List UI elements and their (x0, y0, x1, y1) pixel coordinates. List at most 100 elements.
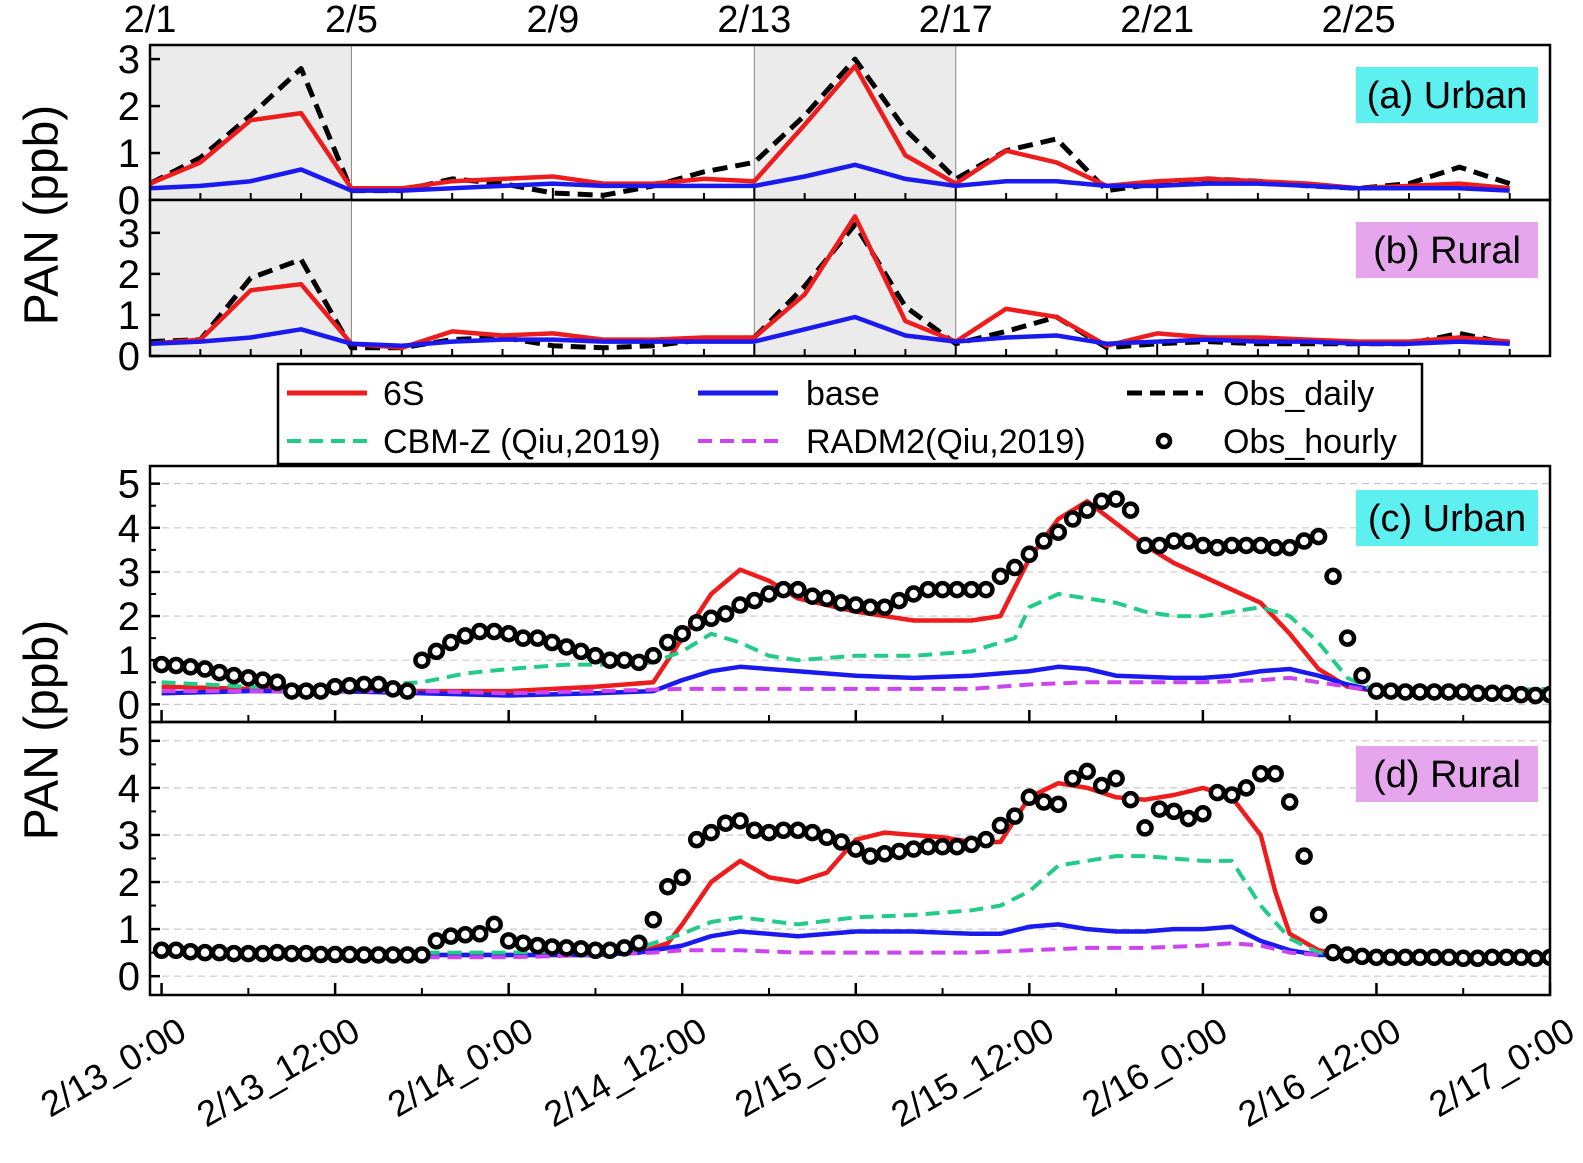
obs-hourly-point (340, 945, 359, 964)
y-tick-label: 0 (118, 179, 140, 223)
obs-hourly-point (1512, 685, 1530, 704)
obs-hourly-point (1063, 510, 1082, 528)
obs-hourly-point (528, 629, 547, 647)
obs-hourly-point (1483, 684, 1501, 703)
obs-hourly-point (369, 675, 388, 694)
series-6s-line (150, 63, 1510, 191)
y-tick-label: 5 (118, 720, 140, 764)
y-tick-label: 2 (118, 85, 140, 129)
obs-hourly-point (1425, 948, 1444, 967)
obs-hourly-point (427, 932, 446, 950)
obs-hourly-point (601, 941, 619, 960)
obs-hourly-point (890, 591, 908, 610)
obs-hourly-point (557, 638, 576, 656)
obs-hourly-point (181, 658, 200, 676)
obs-hourly-point (1367, 682, 1386, 700)
series-layer (150, 214, 1511, 351)
legend-obs-daily-label: Obs_daily (1223, 375, 1374, 413)
series-layer (152, 490, 1550, 705)
obs-hourly-point (1324, 567, 1342, 586)
obs-hourly-point (268, 673, 287, 692)
legend-frame (276, 362, 1424, 466)
series-base-line (150, 314, 1510, 348)
bottom-x-tick-label: 2/17_0:00 (1422, 1009, 1581, 1125)
obs-hourly-point (1353, 666, 1371, 685)
obs-hourly-point (1280, 793, 1299, 811)
top-y-axis-label: PAN (ppb) (16, 105, 69, 326)
obs-hourly-point (326, 945, 344, 964)
obs-hourly-point (1338, 629, 1357, 647)
obs-hourly-point (311, 945, 330, 964)
obs-hourly-point (1324, 943, 1342, 962)
obs-hourly-point (716, 814, 735, 832)
obs-hourly-point (282, 682, 301, 700)
obs-hourly-point (456, 926, 475, 944)
bottom-x-tick-label: 2/14_12:00 (537, 1009, 714, 1135)
obs-hourly-point (1454, 949, 1472, 968)
obs-hourly-point (384, 946, 402, 964)
panel-label-box (1356, 746, 1538, 802)
y-tick-label: 3 (118, 551, 140, 595)
bottom-x-tick-label: 2/14_0:00 (381, 1009, 540, 1125)
obs-hourly-point (644, 910, 663, 929)
obs-hourly-point (543, 938, 561, 956)
series-obs-hourly (152, 762, 1550, 968)
obs-hourly-point (1541, 685, 1550, 704)
obs-hourly-point (673, 624, 691, 643)
top-x-tick-label: 2/5 (325, 0, 378, 41)
bottom-x-tick-label: 2/15_0:00 (728, 1009, 887, 1125)
obs-hourly-point (1165, 532, 1183, 550)
obs-hourly-point (1107, 490, 1125, 508)
obs-hourly-point (1121, 501, 1140, 519)
obs-hourly-point (1020, 788, 1039, 807)
obs-hourly-point (1266, 765, 1284, 783)
obs-hourly-point (1223, 536, 1241, 555)
obs-hourly-point (1367, 948, 1386, 967)
series-base-line (150, 162, 1510, 193)
obs-hourly-point (413, 651, 431, 669)
obs-hourly-point (1121, 790, 1140, 809)
obs-hourly-point (1223, 786, 1241, 804)
obs-hourly-point (1006, 807, 1024, 825)
obs-hourly-point (1396, 683, 1415, 701)
obs-hourly-point (1396, 948, 1415, 967)
obs-hourly-point (919, 580, 937, 599)
legend-cbmz-label: CBM-Z (Qiu,2019) (383, 423, 661, 461)
obs-hourly-point (1179, 532, 1198, 550)
obs-hourly-point (254, 944, 272, 963)
obs-hourly-point (297, 682, 315, 700)
obs-hourly-point (225, 666, 243, 685)
obs-hourly-point (933, 580, 952, 599)
obs-hourly-point (962, 835, 981, 854)
obs-hourly-point (311, 682, 330, 700)
obs-hourly-point (847, 840, 865, 858)
obs-hourly-point (485, 622, 503, 641)
obs-hourly-point (673, 868, 691, 887)
series-radm2-qiu-2019-line (161, 675, 1377, 696)
series-layer (152, 762, 1550, 968)
obs-hourly-point (687, 613, 706, 632)
obs-hourly-point (1049, 523, 1068, 541)
obs-hourly-point (1454, 683, 1472, 701)
obs-hourly-point (369, 946, 388, 964)
shaded-period (753, 44, 957, 201)
obs-hourly-point (1411, 948, 1429, 967)
obs-hourly-point (1309, 906, 1328, 924)
obs-hourly-point (471, 622, 489, 641)
obs-hourly-point (774, 821, 793, 840)
y-tick-label: 4 (118, 507, 140, 551)
obs-hourly-point (1006, 558, 1024, 577)
y-tick-label: 3 (118, 212, 140, 256)
obs-hourly-point (499, 932, 518, 950)
series-cbm-z-qiu-2019-line (161, 592, 1550, 694)
y-tick-label: 3 (118, 814, 140, 858)
obs-hourly-point (514, 934, 532, 952)
series-radm2-qiu-2019-line (161, 941, 1348, 960)
obs-hourly-point (254, 671, 272, 689)
obs-hourly-point (572, 940, 590, 958)
obs-hourly-point (731, 596, 749, 614)
panel-label-text: (b) Rural (1373, 230, 1521, 272)
